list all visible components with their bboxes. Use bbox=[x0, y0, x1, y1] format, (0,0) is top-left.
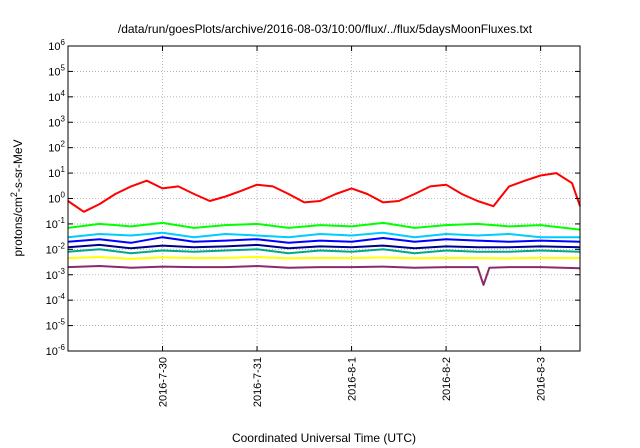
y-tick-label: 10-2 bbox=[46, 241, 66, 256]
y-tick-base: 10 bbox=[46, 346, 58, 358]
y-tick-label: 102 bbox=[48, 140, 65, 155]
y-axis-label-post: -s-sr-MeV bbox=[11, 139, 25, 192]
y-tick-label: 106 bbox=[48, 38, 65, 53]
y-tick-base: 10 bbox=[48, 66, 60, 78]
x-axis: 2016-7-30 2016-7-31 2016-8-1 2016-8-2 2016-8… bbox=[158, 46, 548, 407]
y-tick-label: 10-3 bbox=[46, 267, 66, 282]
y-tick-base: 10 bbox=[48, 168, 60, 180]
y-tick-exp: -2 bbox=[58, 241, 66, 250]
y-tick-base: 10 bbox=[48, 143, 60, 155]
y-tick-label: 10-1 bbox=[46, 216, 66, 231]
chart-title: /data/run/goesPlots/archive/2016-08-03/1… bbox=[118, 22, 533, 36]
x-tick-label: 2016-7-31 bbox=[252, 357, 264, 407]
y-tick-label: 100 bbox=[48, 191, 65, 206]
x-tick-label: 2016-8-2 bbox=[441, 357, 453, 401]
series-lines bbox=[67, 172, 581, 286]
y-tick-exp: -5 bbox=[58, 318, 66, 327]
x-tick-label: 2016-8-3 bbox=[536, 357, 548, 401]
y-tick-base: 10 bbox=[46, 219, 58, 231]
y-tick-label: 10-6 bbox=[46, 343, 66, 358]
series-line-3 bbox=[67, 236, 581, 244]
y-tick-base: 10 bbox=[46, 321, 58, 333]
y-tick-base: 10 bbox=[48, 92, 60, 104]
x-tick-label: 2016-8-1 bbox=[347, 357, 359, 401]
y-tick-exp: 2 bbox=[61, 140, 66, 149]
series-line-6 bbox=[67, 256, 581, 260]
series-line-2 bbox=[67, 231, 580, 239]
series-line-7 bbox=[67, 265, 581, 286]
y-tick-exp: -6 bbox=[58, 343, 66, 352]
y-tick-base: 10 bbox=[46, 244, 58, 256]
y-tick-label: 104 bbox=[48, 89, 65, 104]
y-tick-base: 10 bbox=[46, 270, 58, 282]
x-axis-label: Coordinated Universal Time (UTC) bbox=[232, 431, 416, 445]
y-axis-label-pre: protons/cm bbox=[11, 197, 25, 256]
y-tick-exp: -3 bbox=[58, 267, 66, 276]
y-tick-exp: 6 bbox=[61, 38, 66, 47]
y-tick-exp: 5 bbox=[61, 63, 66, 72]
y-tick-label: 10-4 bbox=[46, 292, 66, 307]
y-tick-label: 10-5 bbox=[46, 318, 66, 333]
y-tick-base: 10 bbox=[48, 194, 60, 206]
y-tick-exp: 1 bbox=[61, 165, 66, 174]
y-tick-label: 105 bbox=[48, 63, 65, 78]
y-axis: 10-610-510-410-310-210-11001011021031041… bbox=[46, 38, 580, 358]
y-tick-exp: 0 bbox=[61, 191, 66, 200]
series-line-0 bbox=[67, 172, 581, 213]
series-line-4 bbox=[67, 243, 581, 250]
series-line-1 bbox=[67, 221, 581, 231]
y-tick-base: 10 bbox=[48, 117, 60, 129]
y-axis-label: protons/cm2-s-sr-MeV bbox=[9, 139, 25, 256]
y-tick-base: 10 bbox=[46, 295, 58, 307]
x-tick-label: 2016-7-30 bbox=[158, 357, 170, 407]
y-tick-base: 10 bbox=[48, 41, 60, 53]
y-tick-exp: 4 bbox=[61, 89, 66, 98]
y-tick-exp: 3 bbox=[61, 114, 66, 123]
y-tick-exp: -4 bbox=[58, 292, 66, 301]
y-tick-exp: -1 bbox=[58, 216, 66, 225]
series-line-5 bbox=[67, 248, 581, 255]
y-axis-label-sup: 2 bbox=[9, 192, 19, 197]
y-tick-label: 101 bbox=[48, 165, 65, 180]
y-tick-label: 103 bbox=[48, 114, 65, 129]
